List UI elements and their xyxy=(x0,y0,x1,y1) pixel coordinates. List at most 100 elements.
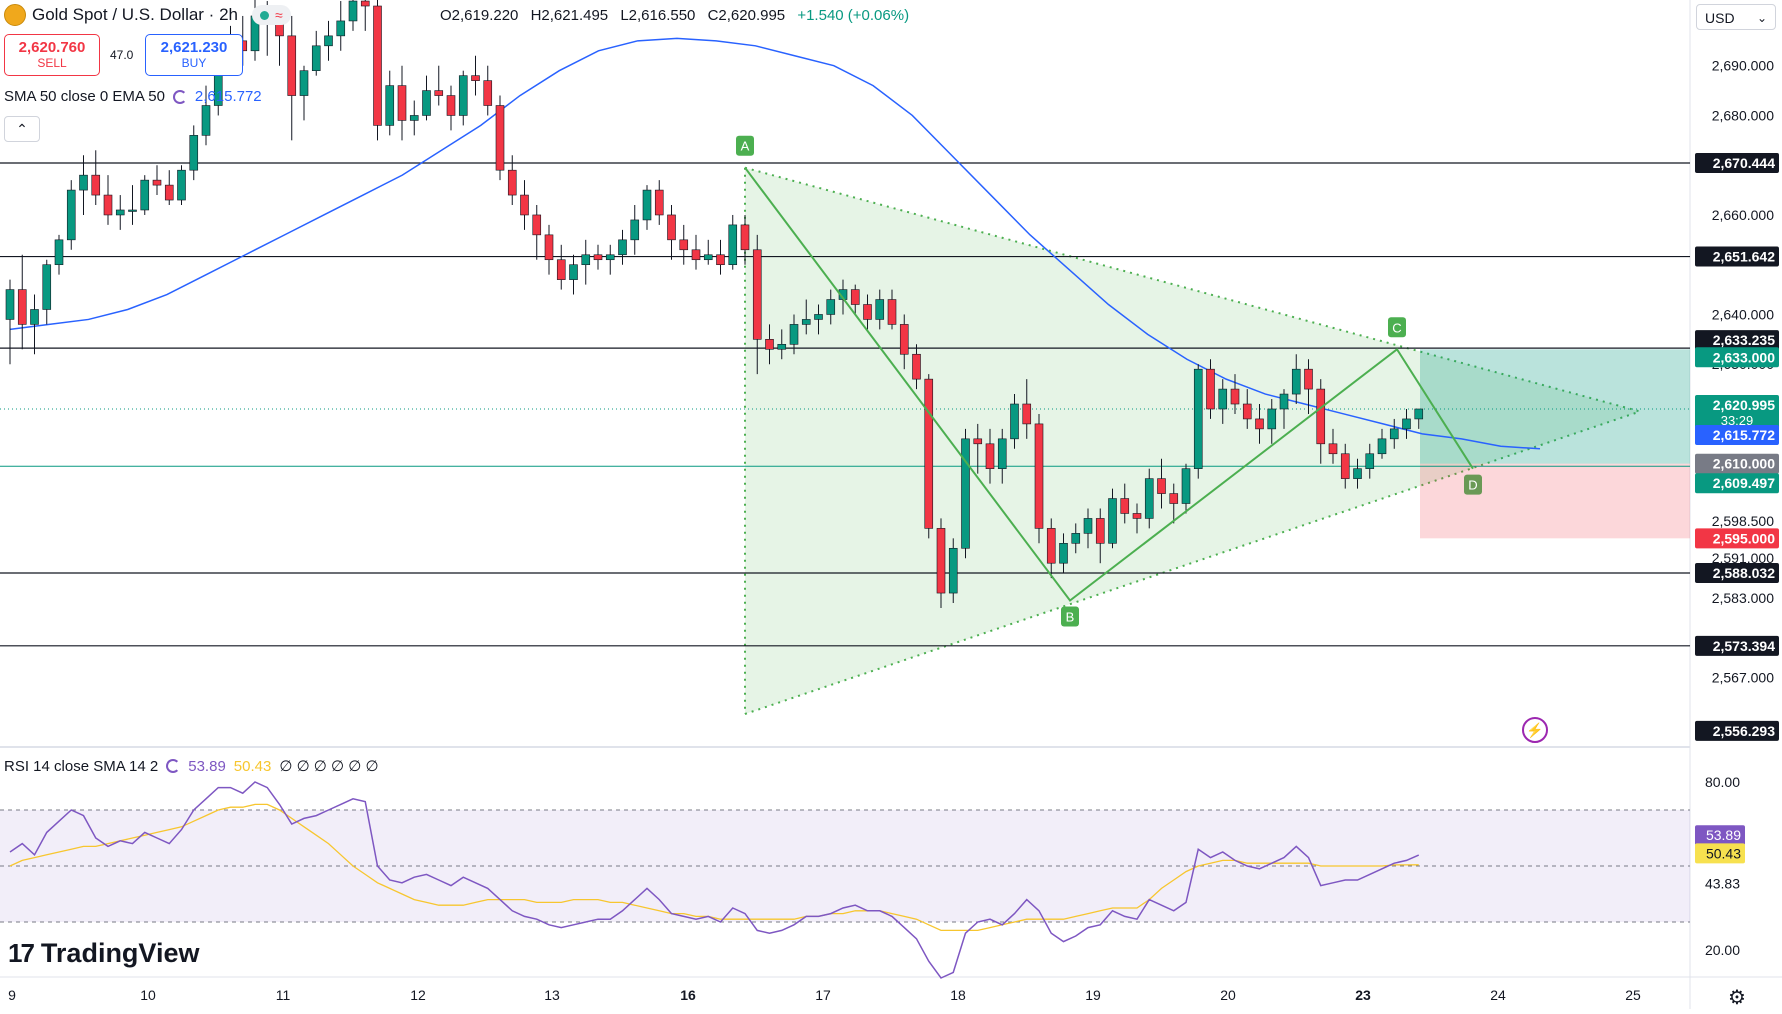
candle-body xyxy=(1414,408,1424,420)
rsi-indicator-label[interactable]: RSI 14 close SMA 14 2 xyxy=(4,757,159,775)
candle-body xyxy=(140,179,150,211)
ma-indicator-legend[interactable]: SMA 50 close 0 EMA 50 2,615.772 xyxy=(4,88,262,105)
candle-body xyxy=(1340,453,1350,479)
candle-body xyxy=(5,289,15,320)
candle-body xyxy=(642,189,652,221)
price-tick-label: 2,660.000 xyxy=(1712,207,1774,223)
candle-body xyxy=(667,214,676,241)
price-axis-badge xyxy=(1695,528,1779,549)
price-axis-badge-text: 2,670.444 xyxy=(1713,155,1775,171)
pattern-point-badge xyxy=(1061,606,1079,627)
candle-body xyxy=(458,75,468,116)
candle-body xyxy=(1083,518,1093,534)
ma-indicator-label[interactable]: SMA 50 close 0 EMA 50 xyxy=(4,88,165,105)
date-tick-label: 17 xyxy=(815,987,831,1003)
pattern-point-label: B xyxy=(1066,610,1075,625)
candle-body xyxy=(1169,493,1179,504)
pattern-point-badge xyxy=(1464,474,1482,495)
symbol-title[interactable]: Gold Spot / U.S. Dollar · 2h xyxy=(32,5,238,24)
market-status[interactable]: ≈ xyxy=(251,5,291,25)
gold-coin-icon xyxy=(4,4,26,26)
price-tick-label: 2,591.000 xyxy=(1712,550,1774,566)
rsi-axis-badge xyxy=(1695,843,1745,864)
data-delay-icon: ≈ xyxy=(274,7,283,23)
rsi-sma-line xyxy=(9,803,1419,932)
candle-body xyxy=(1402,418,1411,430)
candle-body xyxy=(507,169,517,196)
rsi-axis-badge-text: 53.89 xyxy=(1706,827,1741,843)
date-tick-label: 24 xyxy=(1490,987,1506,1003)
buy-button[interactable]: 2,621.230 BUY xyxy=(145,34,243,76)
price-axis-badge-text: 2,620.995 xyxy=(1713,397,1775,413)
triangle-upper-line xyxy=(744,166,1641,413)
rsi-tick-label: 43.83 xyxy=(1705,875,1740,891)
pattern-point-badge xyxy=(1388,317,1406,338)
candle-body xyxy=(1377,438,1387,455)
price-axis-badge-text: 2,595.000 xyxy=(1713,530,1775,546)
candle-body xyxy=(569,264,578,280)
candle-body xyxy=(299,70,309,96)
currency-value: USD xyxy=(1705,10,1735,26)
candle-body xyxy=(740,224,750,251)
price-axis-badge xyxy=(1695,395,1779,430)
candle-body xyxy=(1120,498,1130,514)
refresh-icon[interactable] xyxy=(172,89,187,104)
date-tick-label: 23 xyxy=(1355,987,1371,1003)
rsi-indicator-legend[interactable]: RSI 14 close SMA 14 2 53.89 50.43 ∅ ∅ ∅ … xyxy=(4,757,379,776)
candle-body xyxy=(385,85,395,126)
candle-body xyxy=(336,20,346,37)
candle-body xyxy=(1279,393,1289,410)
candle-body xyxy=(752,249,762,340)
price-axis-badge xyxy=(1695,562,1779,583)
alert-lightning-glyph: ⚡ xyxy=(1526,722,1543,739)
tradingview-logo[interactable]: 17 TradingView xyxy=(8,938,199,969)
candle-body xyxy=(948,547,958,594)
candle-body xyxy=(1365,453,1375,469)
date-tick-label: 13 xyxy=(544,987,560,1003)
candle-body xyxy=(899,324,909,355)
sell-label: SELL xyxy=(37,56,67,70)
candle-body xyxy=(544,234,554,261)
countdown-label: 33:29 xyxy=(1721,413,1754,428)
candle-body xyxy=(1144,478,1154,519)
candle-body xyxy=(1108,498,1117,544)
candle-body xyxy=(42,264,52,310)
candle-body xyxy=(1046,528,1056,564)
price-axis-badge-text: 2,615.772 xyxy=(1713,427,1775,443)
candle-body xyxy=(54,239,64,266)
symbol-header[interactable]: Gold Spot / U.S. Dollar · 2h ≈ xyxy=(4,4,291,26)
gear-icon[interactable]: ⚙ xyxy=(1728,987,1746,1009)
rsi-axis-badge-text: 50.43 xyxy=(1706,845,1741,861)
candle-body xyxy=(1132,513,1142,519)
price-axis-badge xyxy=(1695,153,1779,173)
candle-body xyxy=(311,45,321,71)
candle-body xyxy=(128,209,137,212)
price-axis-badge xyxy=(1695,330,1779,351)
price-axis-badge xyxy=(1695,635,1779,656)
candle-body xyxy=(79,174,88,191)
collapse-legend-button[interactable]: ⌃ xyxy=(4,116,40,142)
candle-body xyxy=(1157,478,1166,494)
candle-body xyxy=(618,239,627,256)
sell-button[interactable]: 2,620.760 SELL xyxy=(4,34,100,76)
candle-body xyxy=(1071,533,1081,544)
date-tick-label: 18 xyxy=(950,987,966,1003)
candle-body xyxy=(703,254,713,261)
candle-body xyxy=(30,309,39,325)
rsi-refresh-icon[interactable] xyxy=(166,759,181,773)
price-tick-label: 2,680.000 xyxy=(1712,107,1774,123)
chevron-down-icon: ⌄ xyxy=(1756,11,1767,25)
date-tick-label: 19 xyxy=(1085,987,1101,1003)
candle-body xyxy=(1218,388,1228,410)
candle-body xyxy=(189,135,199,171)
price-axis-badge-text: 2,651.642 xyxy=(1713,249,1775,265)
candle-body xyxy=(801,319,811,325)
currency-select[interactable]: USD ⌄ xyxy=(1696,4,1776,30)
candle-body xyxy=(17,289,27,325)
candle-body xyxy=(348,0,358,22)
candle-body xyxy=(446,95,456,116)
pattern-zigzag xyxy=(744,167,1474,602)
